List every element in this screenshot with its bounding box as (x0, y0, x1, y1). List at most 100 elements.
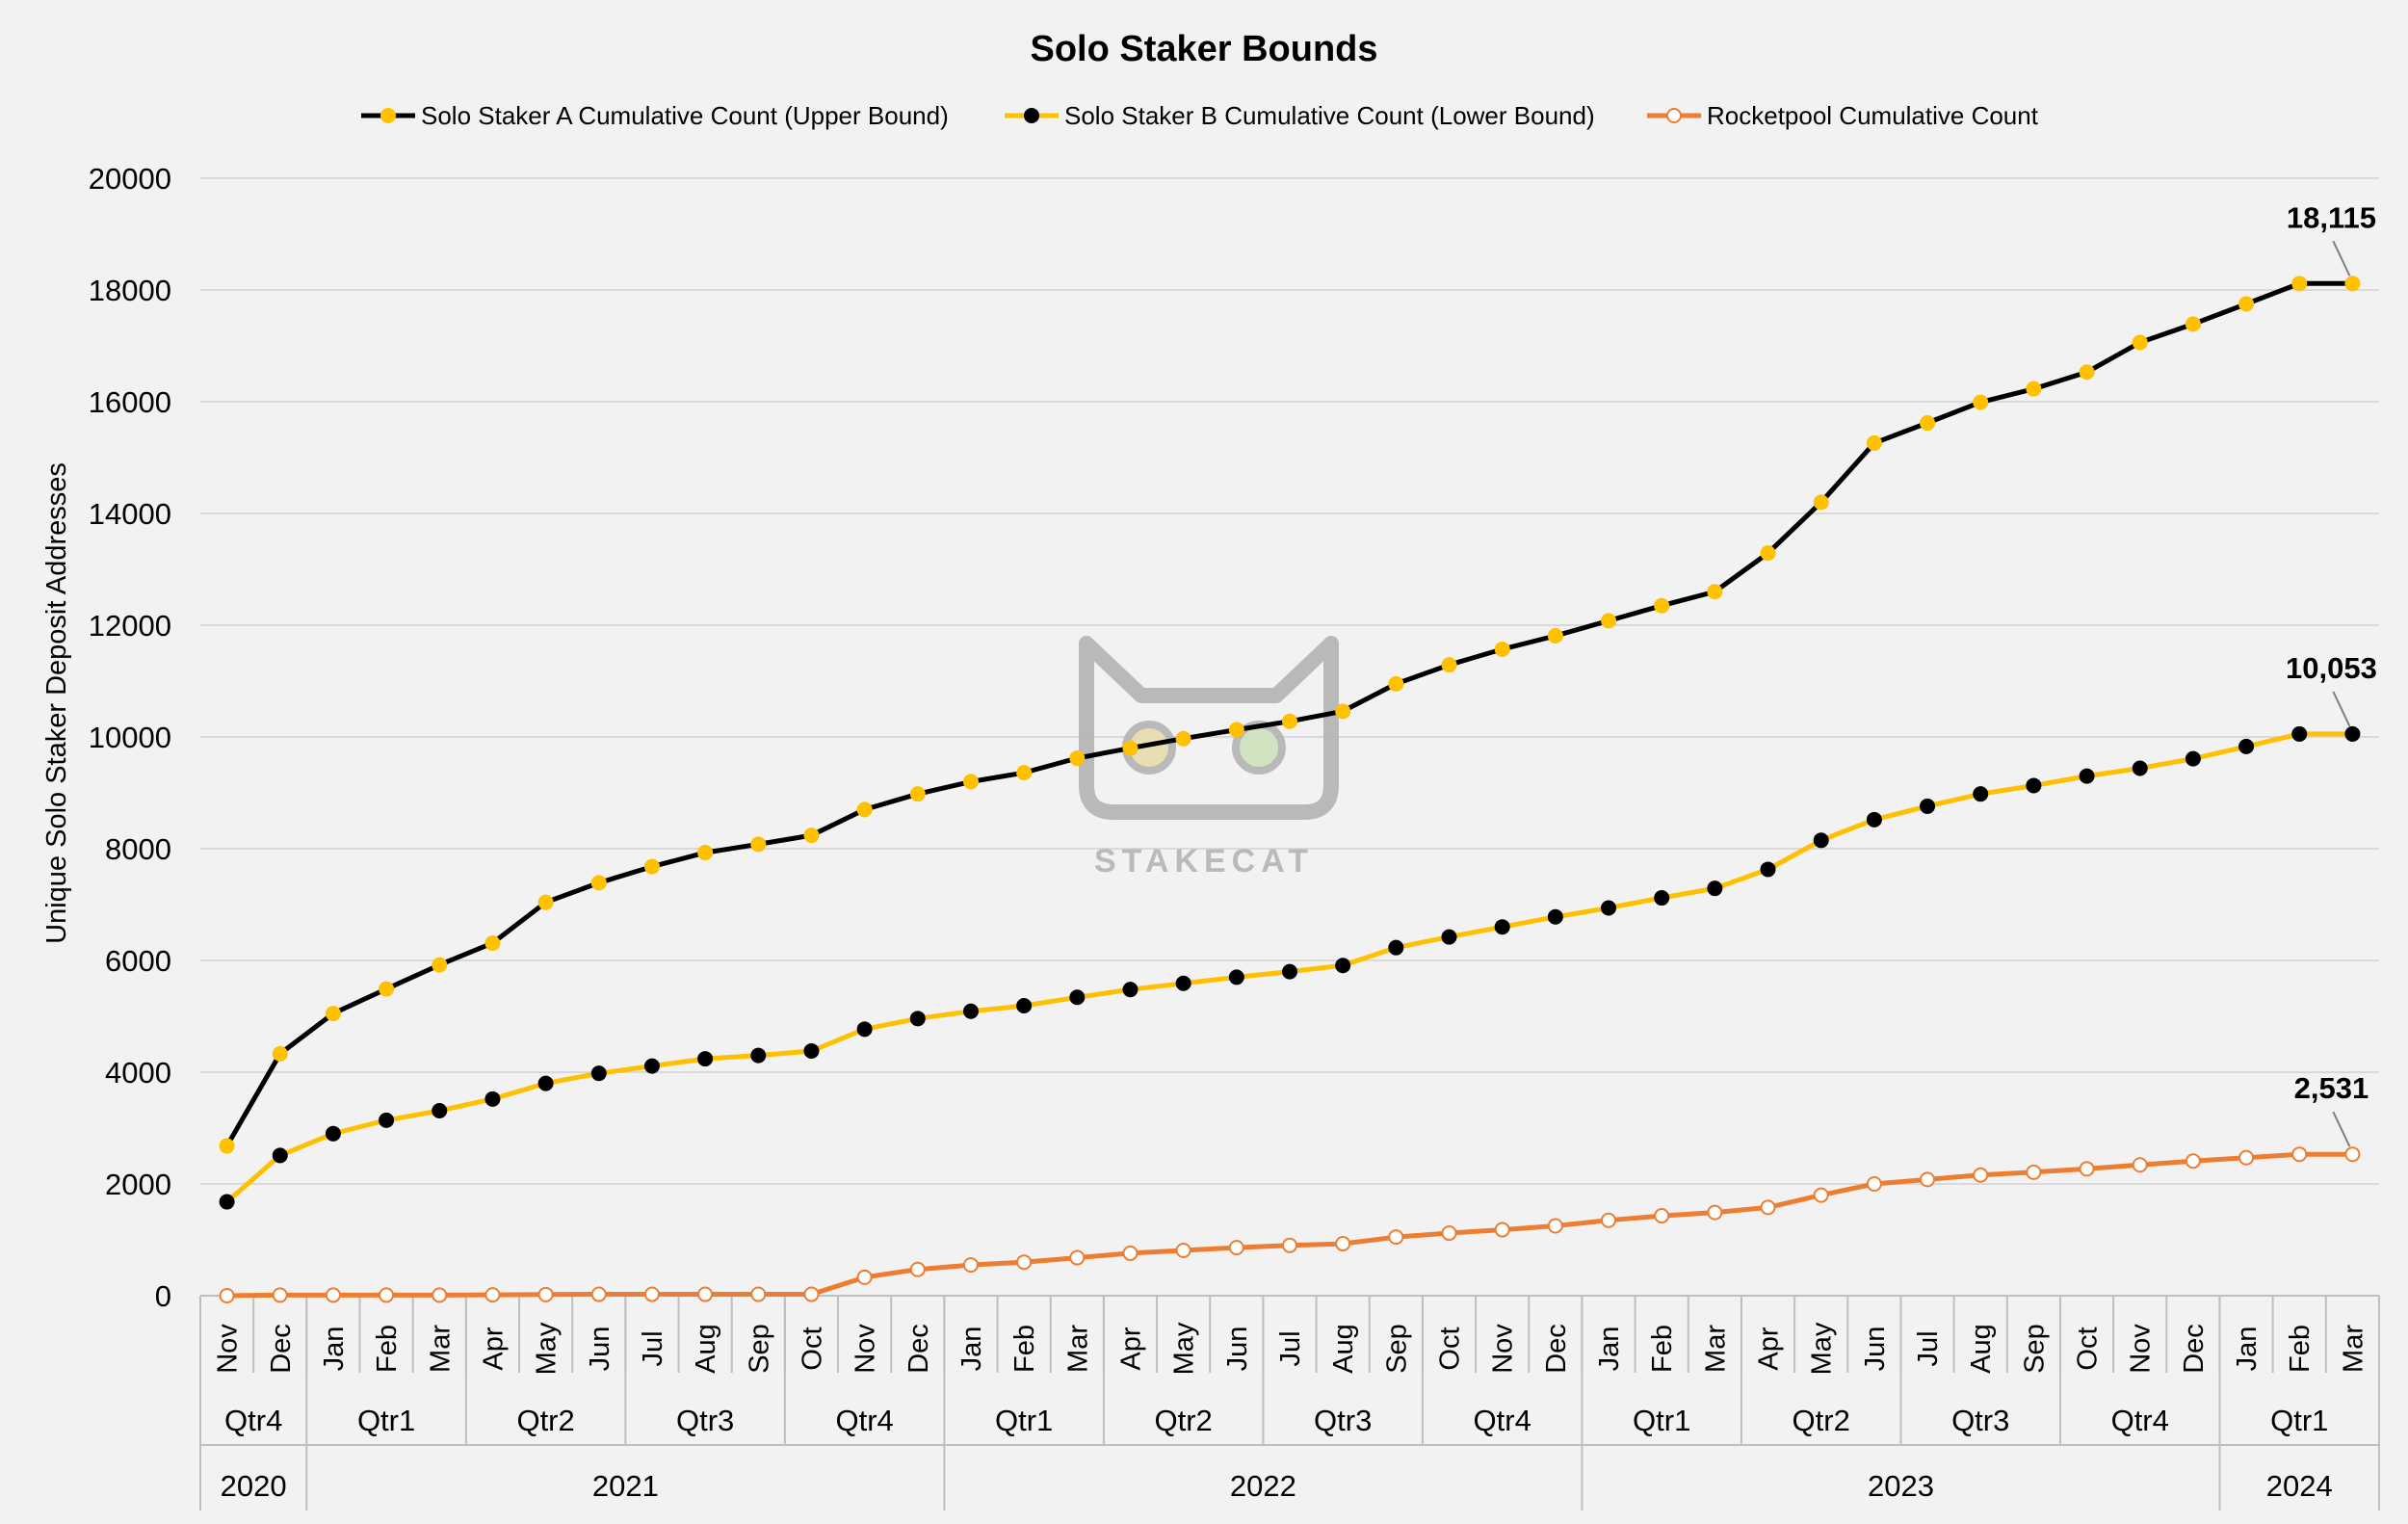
x-tick-label-month: Feb (1009, 1325, 1040, 1373)
series-a-point (1016, 765, 1033, 781)
x-tick-label-month: Sep (2019, 1324, 2050, 1374)
series-rocketpool-point (1654, 1208, 1670, 1224)
series-a-point (962, 774, 979, 790)
series-b-point (2185, 750, 2201, 767)
series-b-point (2344, 725, 2361, 742)
series-b-point (2238, 738, 2255, 754)
series-rocketpool-point (803, 1286, 820, 1302)
series-rocketpool-point (962, 1257, 979, 1274)
series-rocketpool-point (856, 1269, 873, 1285)
series-rocketpool-point (2291, 1146, 2308, 1163)
series-rocketpool-point (1228, 1240, 1244, 1256)
series-rocketpool-point (1760, 1199, 1776, 1216)
x-tick-label-month: Jun (1860, 1327, 1891, 1372)
series-rocketpool-point (325, 1287, 341, 1303)
series-b-point (962, 1003, 979, 1019)
series-rocketpool-point (1973, 1167, 1989, 1183)
series-b-point (1282, 963, 1297, 980)
series-a-point (1441, 657, 1457, 673)
watermark: STAKECAT (1079, 636, 1339, 880)
series-rocketpool-point (2026, 1164, 2042, 1180)
quarter-label: Qtr1 (357, 1404, 415, 1437)
x-tick-label-month: Nov (213, 1324, 244, 1374)
series-rocketpool-point (484, 1287, 501, 1303)
gridlines (200, 177, 2379, 1185)
x-tick-label-month: Jan (319, 1327, 350, 1372)
series-a-point (750, 836, 767, 853)
y-tick-label: 18000 (89, 274, 171, 307)
y-tick-label: 8000 (105, 832, 171, 866)
quarter-label: Qtr3 (1951, 1404, 2009, 1437)
x-tick-label-month: Dec (266, 1324, 297, 1374)
x-tick-label-month: Jan (1594, 1327, 1625, 1372)
series-rocketpool-legend-marker (1666, 108, 1682, 123)
series-a-point (2238, 296, 2255, 312)
y-axis-label: Unique Solo Staker Deposit Addresses (41, 462, 72, 944)
quarter-label: Qtr2 (1793, 1404, 1850, 1437)
series-a-point (1707, 584, 1723, 600)
x-tick-label-month: Oct (2073, 1327, 2104, 1370)
x-tick-label-month: Nov (851, 1324, 881, 1374)
x-tick-label-month: Mar (1700, 1325, 1731, 1373)
series-a-point (1175, 730, 1191, 747)
series-a-data-label: 18,115 (2287, 200, 2376, 234)
series-rocketpool-point (2079, 1161, 2095, 1177)
quarter-label: Qtr4 (835, 1404, 893, 1437)
series-rocketpool-label-leader (2332, 1111, 2351, 1147)
series-rocketpool-legend-label: Rocketpool Cumulative Count (1707, 101, 2039, 130)
series-a-point (484, 935, 501, 952)
series-b-point (1866, 811, 1882, 828)
series-b-point (1654, 890, 1670, 907)
series-a-point (379, 981, 395, 997)
series-rocketpool-point (643, 1286, 660, 1302)
series-b-point (1016, 997, 1033, 1013)
series-a-point (2132, 334, 2148, 351)
x-tick-label-month: Jul (1275, 1330, 1306, 1366)
series-b-point (1920, 798, 1936, 814)
quarter-label: Qtr3 (676, 1404, 734, 1437)
series-a-point (219, 1138, 235, 1154)
series-rocketpool-point (1016, 1254, 1033, 1271)
y-axis: 0 2000 4000 6000 8000 10000 12000 14000 16000 180… (89, 162, 171, 1313)
series-b-point (2079, 768, 2095, 784)
series-b-point (1494, 919, 1510, 935)
series-a-point (1920, 415, 1936, 432)
series-b-point (432, 1103, 448, 1119)
series-b-point (1547, 908, 1563, 925)
x-tick-label-month: Apr (1754, 1327, 1785, 1370)
series-a-point (272, 1045, 288, 1062)
series-b-point (1122, 982, 1139, 998)
series-a-point (1973, 394, 1989, 410)
series-a-legend-label: Solo Staker A Cumulative Count (Upper Bo… (421, 101, 949, 130)
quarter-label: Qtr1 (2270, 1404, 2328, 1437)
year-label: 2021 (592, 1469, 659, 1503)
series-a-point (1547, 628, 1563, 644)
y-tick-label: 20000 (89, 162, 171, 196)
series-rocketpool-data-label: 2,531 (2294, 1071, 2369, 1105)
series-rocketpool-point (1601, 1212, 1617, 1228)
quarter-label: Qtr4 (2111, 1404, 2169, 1437)
series-rocketpool-point (1335, 1236, 1351, 1252)
x-tick-label-month: Feb (2285, 1325, 2316, 1373)
series-a-point (909, 786, 926, 802)
x-tick-label-month: Aug (1328, 1324, 1359, 1374)
series-b-data-label: 10,053 (2286, 651, 2377, 685)
series-rocketpool-point (1866, 1176, 1882, 1192)
series-rocketpool-point (1175, 1243, 1191, 1259)
series-a-point (1069, 750, 1086, 767)
x-tick-label-month: Apr (1115, 1327, 1146, 1370)
x-tick-label-month: Apr (478, 1327, 509, 1370)
series-a-point (1335, 703, 1351, 720)
quarter-label: Qtr4 (1474, 1404, 1531, 1437)
y-tick-label: 4000 (105, 1056, 171, 1090)
series-b-point (484, 1090, 501, 1107)
series-b-point (2291, 725, 2308, 742)
series-b-point (750, 1047, 767, 1064)
series-a-point (537, 894, 554, 910)
watermark-text: STAKECAT (1094, 843, 1314, 880)
series-b-point (537, 1075, 554, 1091)
series-a-point (325, 1006, 341, 1022)
series-a-point (432, 957, 448, 973)
x-tick-label-month: Aug (691, 1324, 721, 1374)
series-rocketpool-point (1441, 1225, 1457, 1242)
